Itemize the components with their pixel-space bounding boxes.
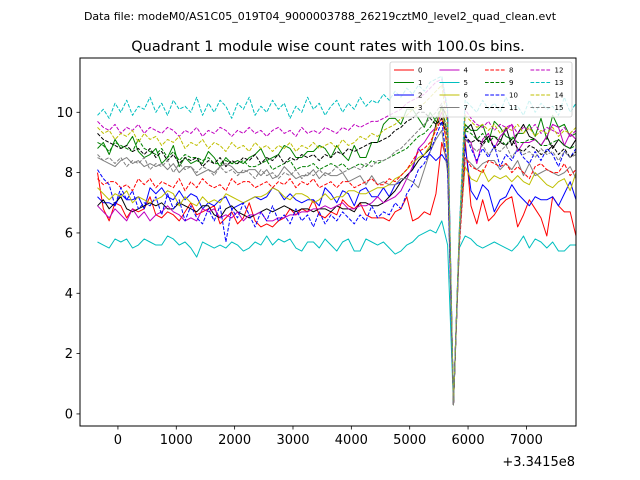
figure-suptitle: Data file: modeM0/AS1C05_019T04_90000037…	[84, 10, 557, 23]
y-tick-label: 10	[56, 106, 73, 121]
x-tick-label: 2000	[218, 433, 251, 448]
y-axis: 0 2 4 6 8 10	[56, 106, 80, 422]
legend-label-6: 6	[464, 92, 469, 100]
x-tick-label: 5000	[393, 433, 426, 448]
legend-label-13: 13	[555, 79, 564, 87]
series-line-10	[97, 120, 576, 406]
legend-label-12: 12	[555, 67, 564, 75]
x-offset-label: +3.3415e8	[502, 455, 575, 470]
legend-label-4: 4	[464, 67, 469, 75]
y-tick-label: 8	[65, 166, 73, 181]
y-tick-label: 0	[65, 407, 73, 422]
legend-label-1: 1	[418, 79, 422, 87]
legend-label-2: 2	[418, 92, 422, 100]
y-tick-label: 4	[65, 287, 73, 302]
x-tick-label: 6000	[452, 433, 485, 448]
legend-label-10: 10	[509, 92, 518, 100]
y-tick-label: 6	[65, 226, 73, 241]
legend-label-3: 3	[418, 104, 422, 112]
series-line-12	[97, 78, 576, 406]
legend-label-14: 14	[555, 92, 564, 100]
x-tick-label: 1000	[160, 433, 193, 448]
legend-label-15: 15	[555, 104, 564, 112]
series-line-15	[97, 102, 576, 406]
series-line-4	[97, 111, 576, 406]
legend-label-0: 0	[418, 67, 422, 75]
series-line-6	[97, 105, 576, 406]
chart-title: Quadrant 1 module wise count rates with …	[131, 39, 525, 55]
series-line-9	[97, 105, 576, 406]
series-line-0	[97, 138, 576, 406]
series-line-7	[97, 129, 576, 406]
series-layer	[97, 75, 576, 406]
legend-label-7: 7	[464, 104, 468, 112]
legend-label-5: 5	[464, 79, 468, 87]
series-line-13	[97, 75, 576, 406]
x-tick-label: 3000	[276, 433, 309, 448]
x-tick-label: 0	[114, 433, 122, 448]
legend-label-9: 9	[509, 79, 513, 87]
legend-frame	[389, 61, 573, 118]
series-line-8	[97, 117, 576, 406]
x-axis: 0 1000 2000 3000 4000 5000 6000 7000	[114, 426, 543, 448]
axes-frame	[79, 57, 577, 427]
series-line-11	[97, 111, 576, 406]
series-line-5	[97, 220, 576, 406]
legend-label-11: 11	[509, 104, 518, 112]
series-line-3	[97, 105, 576, 406]
legend-label-8: 8	[509, 67, 513, 75]
x-tick-label: 4000	[335, 433, 368, 448]
x-tick-label: 7000	[510, 433, 543, 448]
y-tick-label: 2	[65, 347, 73, 362]
